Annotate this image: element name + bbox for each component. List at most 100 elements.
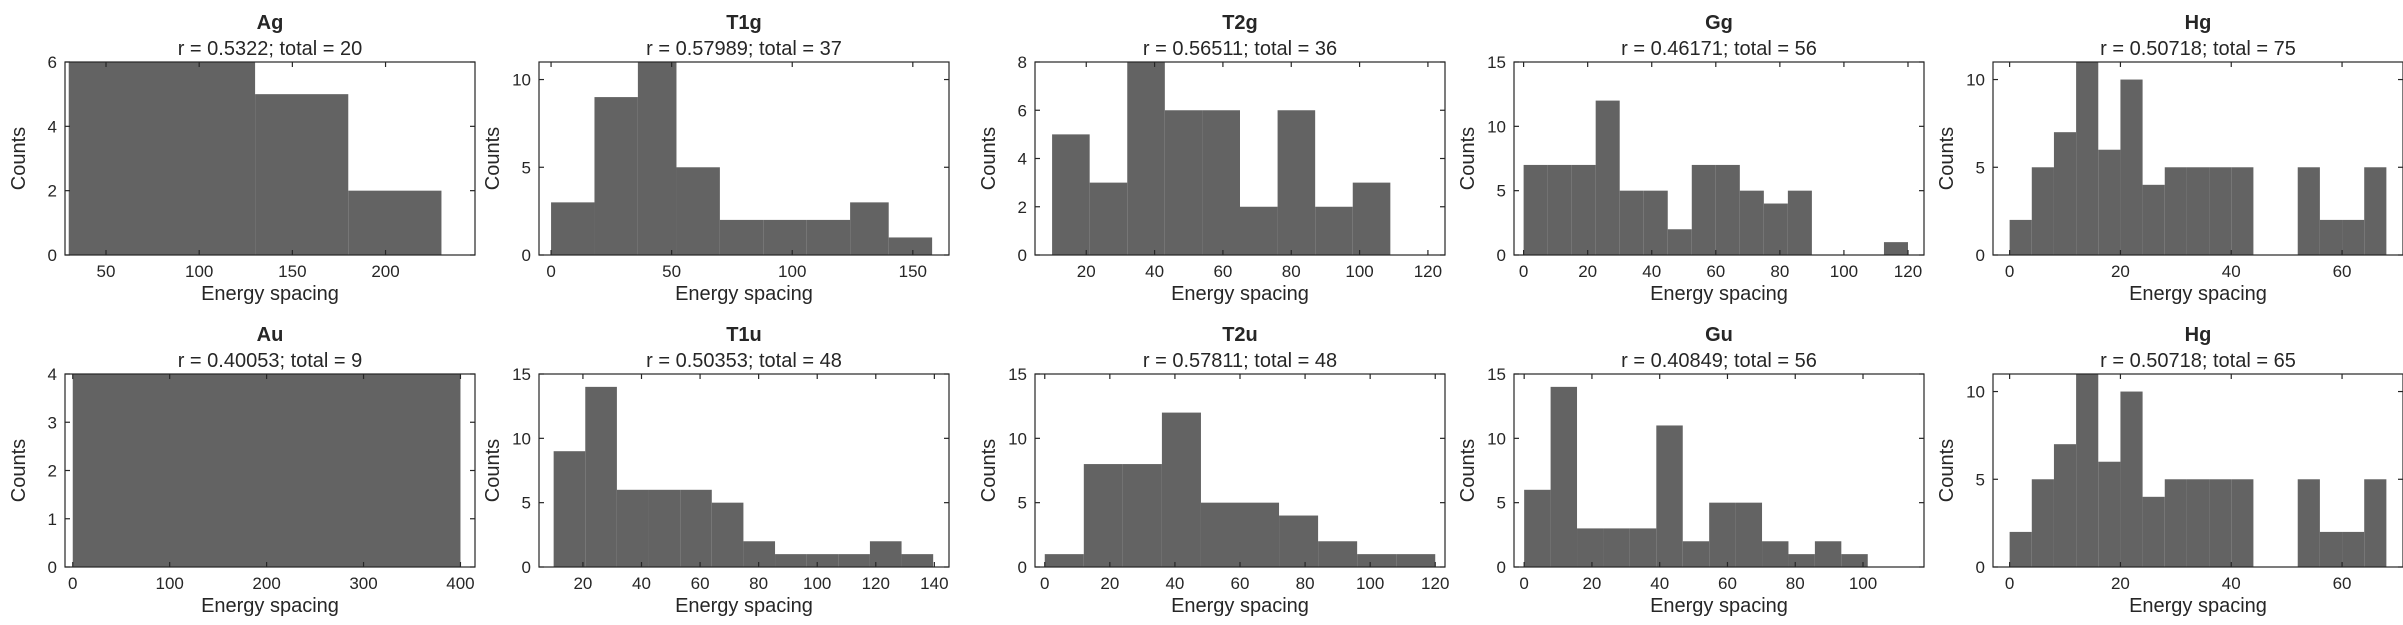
y-tick-label: 0 (1018, 558, 1027, 577)
x-tick-label: 60 (691, 574, 710, 593)
x-tick-label: 120 (1414, 262, 1442, 281)
histogram-bar (553, 451, 586, 567)
histogram-bar (2342, 219, 2365, 255)
plot-frame (1513, 61, 1925, 256)
histogram-bar (1883, 242, 1908, 255)
histogram-bar (637, 62, 677, 255)
y-tick-label: 8 (1018, 53, 1027, 72)
x-tick-label: 80 (1786, 574, 1805, 593)
histogram-bar (1318, 541, 1358, 567)
x-tick-label: 300 (349, 574, 377, 593)
y-axis-label: Counts (1936, 127, 1958, 190)
x-axis-label: Energy spacing (1171, 595, 1309, 617)
panel-subtitle: r = 0.46171; total = 56 (1621, 38, 1817, 60)
histogram-bar (1788, 554, 1815, 567)
x-tick-label: 20 (2111, 262, 2130, 281)
histogram-bar (1735, 502, 1763, 567)
panel-subtitle: r = 0.5322; total = 20 (178, 38, 363, 60)
histogram-bar (2120, 391, 2143, 567)
histogram-bar (2231, 167, 2254, 255)
histogram-bar (2076, 62, 2099, 255)
histogram-bar (2342, 531, 2365, 567)
histogram-bar (1200, 502, 1240, 567)
histogram-bar (1122, 464, 1162, 567)
y-tick-label: 15 (512, 365, 531, 384)
y-tick-label: 10 (1008, 429, 1027, 448)
x-tick-label: 0 (1040, 574, 1049, 593)
y-tick-label: 5 (1976, 158, 1985, 177)
histogram-bar (551, 202, 595, 255)
histogram-bar (1629, 528, 1657, 567)
histogram-bar (2297, 167, 2320, 255)
x-tick-label: 200 (252, 574, 280, 593)
y-axis-label: Counts (482, 127, 504, 190)
histogram-bar (1052, 134, 1090, 255)
histogram-bar (2009, 219, 2032, 255)
histogram-bar (2098, 461, 2121, 567)
y-axis-label: Counts (1457, 439, 1479, 502)
histogram-bar (616, 489, 649, 567)
histogram-bar (72, 374, 461, 567)
histogram-bar (1682, 541, 1710, 567)
x-axis-label: Energy spacing (2129, 595, 2267, 617)
panel-title: Au (257, 324, 284, 346)
histogram-bar (1523, 164, 1548, 255)
y-tick-label: 15 (1487, 365, 1506, 384)
panel-subtitle: r = 0.40849; total = 56 (1621, 350, 1817, 372)
histogram-bar (1277, 110, 1316, 255)
histogram-bar (2142, 184, 2165, 255)
histogram-bar (806, 219, 851, 255)
y-tick-label: 5 (1497, 182, 1506, 201)
y-tick-label: 4 (1018, 150, 1027, 169)
histogram-bar (1691, 164, 1716, 255)
histogram-bar (1763, 203, 1788, 255)
histogram-bar (901, 554, 934, 567)
x-tick-label: 200 (371, 262, 399, 281)
histogram-bar (719, 219, 764, 255)
histogram-bar (1083, 464, 1123, 567)
y-axis-label: Counts (978, 127, 1000, 190)
panel-title: T1g (726, 12, 762, 34)
histogram-bar (1709, 502, 1736, 567)
panel-title: Gu (1705, 324, 1733, 346)
y-tick-label: 0 (522, 246, 531, 265)
x-tick-label: 100 (778, 262, 806, 281)
y-tick-label: 0 (1497, 558, 1506, 577)
histogram-bar (1841, 554, 1868, 567)
histogram-bar (1667, 229, 1692, 255)
panel-title: Gg (1705, 12, 1733, 34)
panel-title: Ag (257, 12, 284, 34)
x-tick-label: 0 (1519, 574, 1528, 593)
x-tick-label: 50 (662, 262, 681, 281)
x-tick-label: 140 (920, 574, 948, 593)
histogram-bar (2186, 167, 2210, 255)
x-tick-label: 400 (446, 574, 474, 593)
histogram-bar (1814, 541, 1842, 567)
y-tick-label: 0 (1976, 558, 1985, 577)
y-tick-label: 10 (1487, 429, 1506, 448)
x-axis-label: Energy spacing (201, 595, 339, 617)
x-tick-label: 40 (1165, 574, 1184, 593)
histogram-bar (2319, 531, 2343, 567)
x-tick-label: 0 (546, 262, 555, 281)
x-tick-label: 100 (1356, 574, 1384, 593)
histogram-bar (1656, 425, 1683, 567)
x-tick-label: 20 (1582, 574, 1601, 593)
x-tick-label: 100 (1830, 262, 1858, 281)
panel-title: T2g (1222, 12, 1258, 34)
x-axis-label: Energy spacing (1171, 283, 1309, 305)
y-tick-label: 2 (48, 462, 57, 481)
y-tick-label: 0 (48, 558, 57, 577)
y-tick-label: 15 (1008, 365, 1027, 384)
histogram-bar (888, 237, 933, 255)
panel-subtitle: r = 0.57811; total = 48 (1143, 350, 1337, 372)
panel-subtitle: r = 0.50353; total = 48 (646, 350, 842, 372)
histogram-bar (594, 97, 638, 255)
x-tick-label: 20 (1100, 574, 1119, 593)
histogram-panel: 0 20 40 60 80 100 120 0 5 10 15 T2u r = 0.57811; tot… (978, 324, 1449, 617)
histogram-bar (2098, 149, 2121, 255)
histogram-bar (1357, 554, 1397, 567)
histogram-bar (1739, 190, 1764, 255)
histogram-panel: 20 40 60 80 100 120 0 2 4 6 8 T2g r = 0.56511; total… (978, 12, 1446, 305)
